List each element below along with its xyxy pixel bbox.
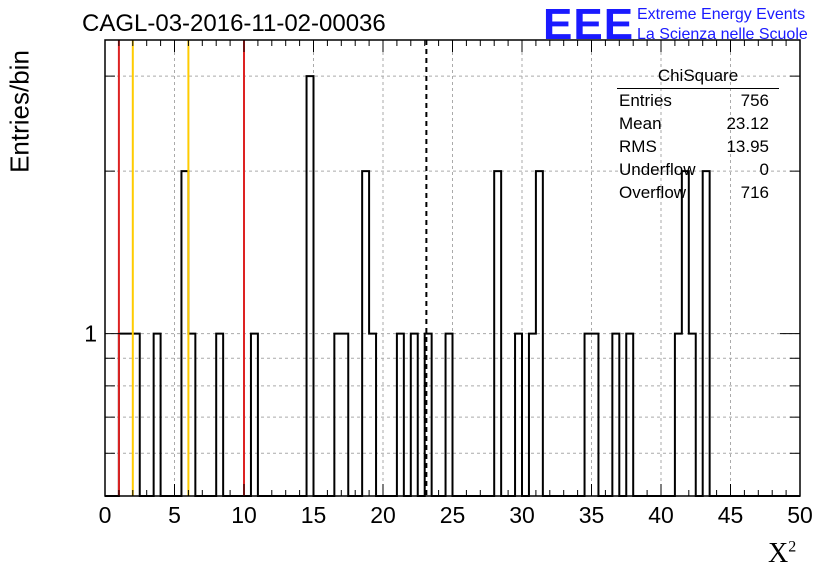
logo-mark: EEE bbox=[543, 0, 635, 49]
stats-label: Entries bbox=[619, 91, 672, 110]
logo-line-1: Extreme Energy Events bbox=[637, 6, 806, 23]
stats-value: 13.95 bbox=[726, 137, 769, 156]
logo-line-2: La Scienza nelle Scuole bbox=[637, 26, 808, 43]
stats-value: 0 bbox=[759, 160, 769, 179]
stats-label: Underflow bbox=[619, 160, 696, 179]
stats-row-mean: Mean 23.12 bbox=[611, 112, 779, 135]
x-axis-label: X2 bbox=[768, 538, 797, 569]
stats-label: Mean bbox=[619, 114, 662, 133]
x-tick-label: 25 bbox=[440, 502, 466, 528]
x-tick-label: 35 bbox=[579, 502, 605, 528]
stats-label: Overflow bbox=[619, 183, 687, 202]
y-tick-label: 1 bbox=[84, 321, 97, 347]
x-tick-label: 5 bbox=[168, 502, 181, 528]
x-tick-label: 20 bbox=[370, 502, 396, 528]
x-tick-label: 15 bbox=[301, 502, 327, 528]
stats-row-entries: Entries 756 bbox=[611, 89, 779, 112]
stats-row-rms: RMS 13.95 bbox=[611, 135, 779, 158]
stats-value: 716 bbox=[740, 183, 769, 202]
x-tick-label: 50 bbox=[787, 502, 813, 528]
x-tick-label: 0 bbox=[99, 502, 112, 528]
stats-title: ChiSquare bbox=[617, 66, 779, 89]
stats-row-underflow: Underflow 0 bbox=[611, 158, 779, 181]
stats-value: 23.12 bbox=[726, 114, 769, 133]
stats-rows: Entries 756 Mean 23.12 RMS 13.95 Underflow 0 Ove… bbox=[611, 89, 779, 204]
stats-value: 756 bbox=[740, 91, 769, 110]
x-tick-label: 30 bbox=[509, 502, 535, 528]
stats-row-overflow: Overflow 716 bbox=[611, 181, 779, 204]
stats-label: RMS bbox=[619, 137, 657, 156]
chart-title: CAGL-03-2016-11-02-00036 bbox=[82, 10, 386, 37]
x-tick-label: 10 bbox=[231, 502, 257, 528]
x-tick-label: 45 bbox=[718, 502, 744, 528]
eee-logo: EEE Extreme Energy Events La Scienza nel… bbox=[543, 0, 833, 49]
stats-box: ChiSquare Entries 756 Mean 23.12 RMS 13.95 Und… bbox=[611, 66, 779, 204]
x-tick-label: 40 bbox=[648, 502, 674, 528]
